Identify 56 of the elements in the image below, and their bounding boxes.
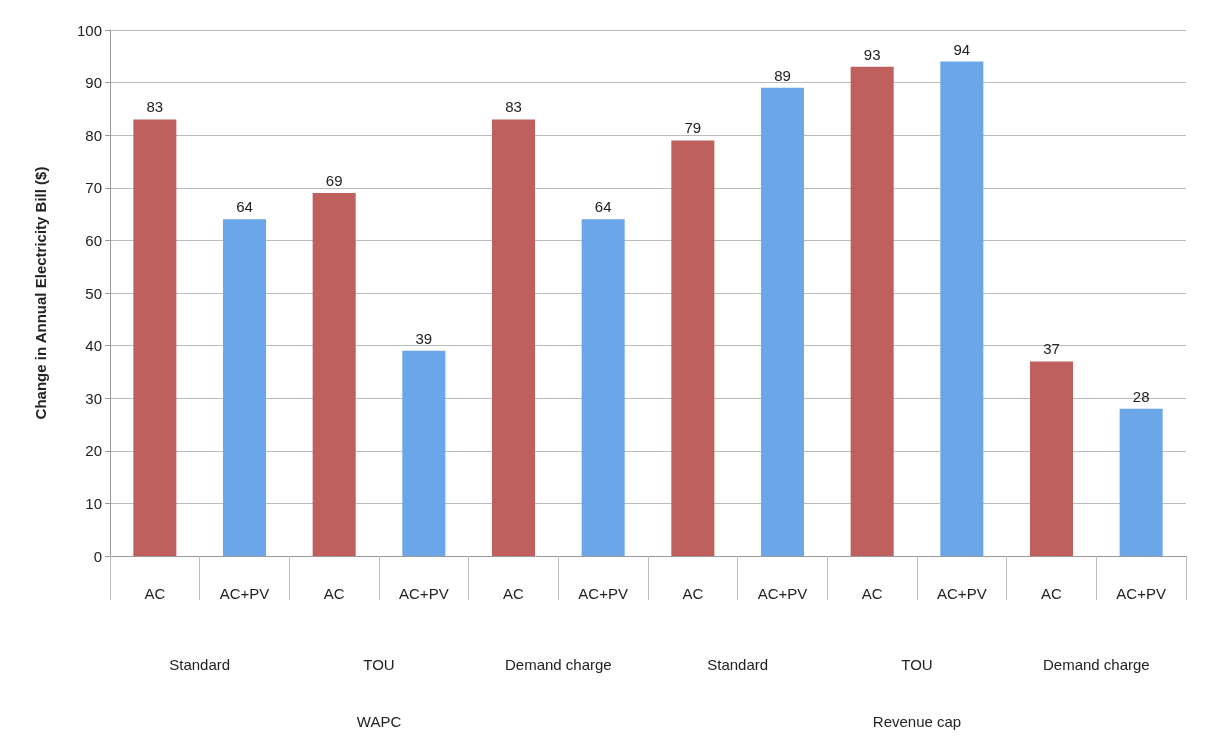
y-tick-label: 60	[85, 231, 102, 249]
y-tick-label: 10	[85, 494, 102, 512]
data-label: 64	[236, 198, 253, 216]
data-label: 69	[325, 172, 343, 190]
bar	[671, 140, 715, 556]
x-tick-label: AC+PV	[937, 585, 987, 602]
text: WAPC	[356, 712, 402, 730]
bar	[491, 119, 536, 556]
y-tick-label: 100	[76, 21, 102, 39]
y-tick-label: 50	[85, 284, 102, 302]
y-tick-label: 0	[93, 547, 102, 565]
bar	[940, 61, 984, 556]
data-label: 64	[594, 198, 612, 216]
text: Standard	[707, 655, 769, 673]
x-tick-label: AC	[323, 585, 345, 602]
text: Standard	[169, 655, 231, 673]
bar	[581, 219, 625, 556]
x-tick-label: AC	[144, 585, 166, 602]
text: Demand charge	[1042, 655, 1150, 673]
bar	[402, 350, 446, 556]
y-tick-label: 30	[85, 389, 102, 407]
x-tick-label: AC+PV	[578, 585, 628, 602]
bar	[133, 119, 177, 556]
x-tick-label: AC+PV	[757, 585, 808, 602]
text: TOU	[901, 655, 933, 673]
data-label: 39	[415, 329, 433, 347]
data-label: 28	[1132, 387, 1150, 405]
data-label: 37	[1043, 340, 1060, 358]
x-tick-label: AC	[682, 585, 704, 602]
data-label: 93	[863, 45, 881, 63]
data-label: 83	[146, 98, 164, 116]
text: Demand charge	[504, 655, 612, 673]
y-tick-label: 90	[85, 74, 102, 92]
x-tick-label: AC+PV	[399, 585, 449, 602]
bar	[1119, 408, 1163, 556]
y-tick-label: 40	[85, 337, 102, 355]
x-tick-label: AC	[1041, 585, 1063, 602]
y-axis-title: Change in Annual Electricity Bill ($)	[32, 166, 49, 420]
y-tick-label: 20	[85, 442, 102, 460]
x-tick-label: AC+PV	[1116, 585, 1166, 602]
data-label: 79	[684, 119, 702, 137]
data-label: 89	[774, 66, 791, 84]
bar	[312, 193, 356, 556]
x-tick-label: AC	[503, 585, 525, 602]
text: TOU	[363, 655, 395, 673]
text: Revenue cap	[872, 712, 962, 730]
x-tick-label: AC	[861, 585, 883, 602]
y-tick-label: 80	[85, 126, 102, 144]
bar	[1029, 361, 1074, 556]
data-label: 94	[953, 40, 971, 58]
x-tick-label: AC+PV	[219, 585, 270, 602]
y-tick-label: 70	[85, 179, 102, 197]
bar	[222, 219, 267, 556]
data-label: 83	[505, 98, 522, 116]
bar	[850, 66, 894, 556]
bar	[760, 87, 805, 556]
